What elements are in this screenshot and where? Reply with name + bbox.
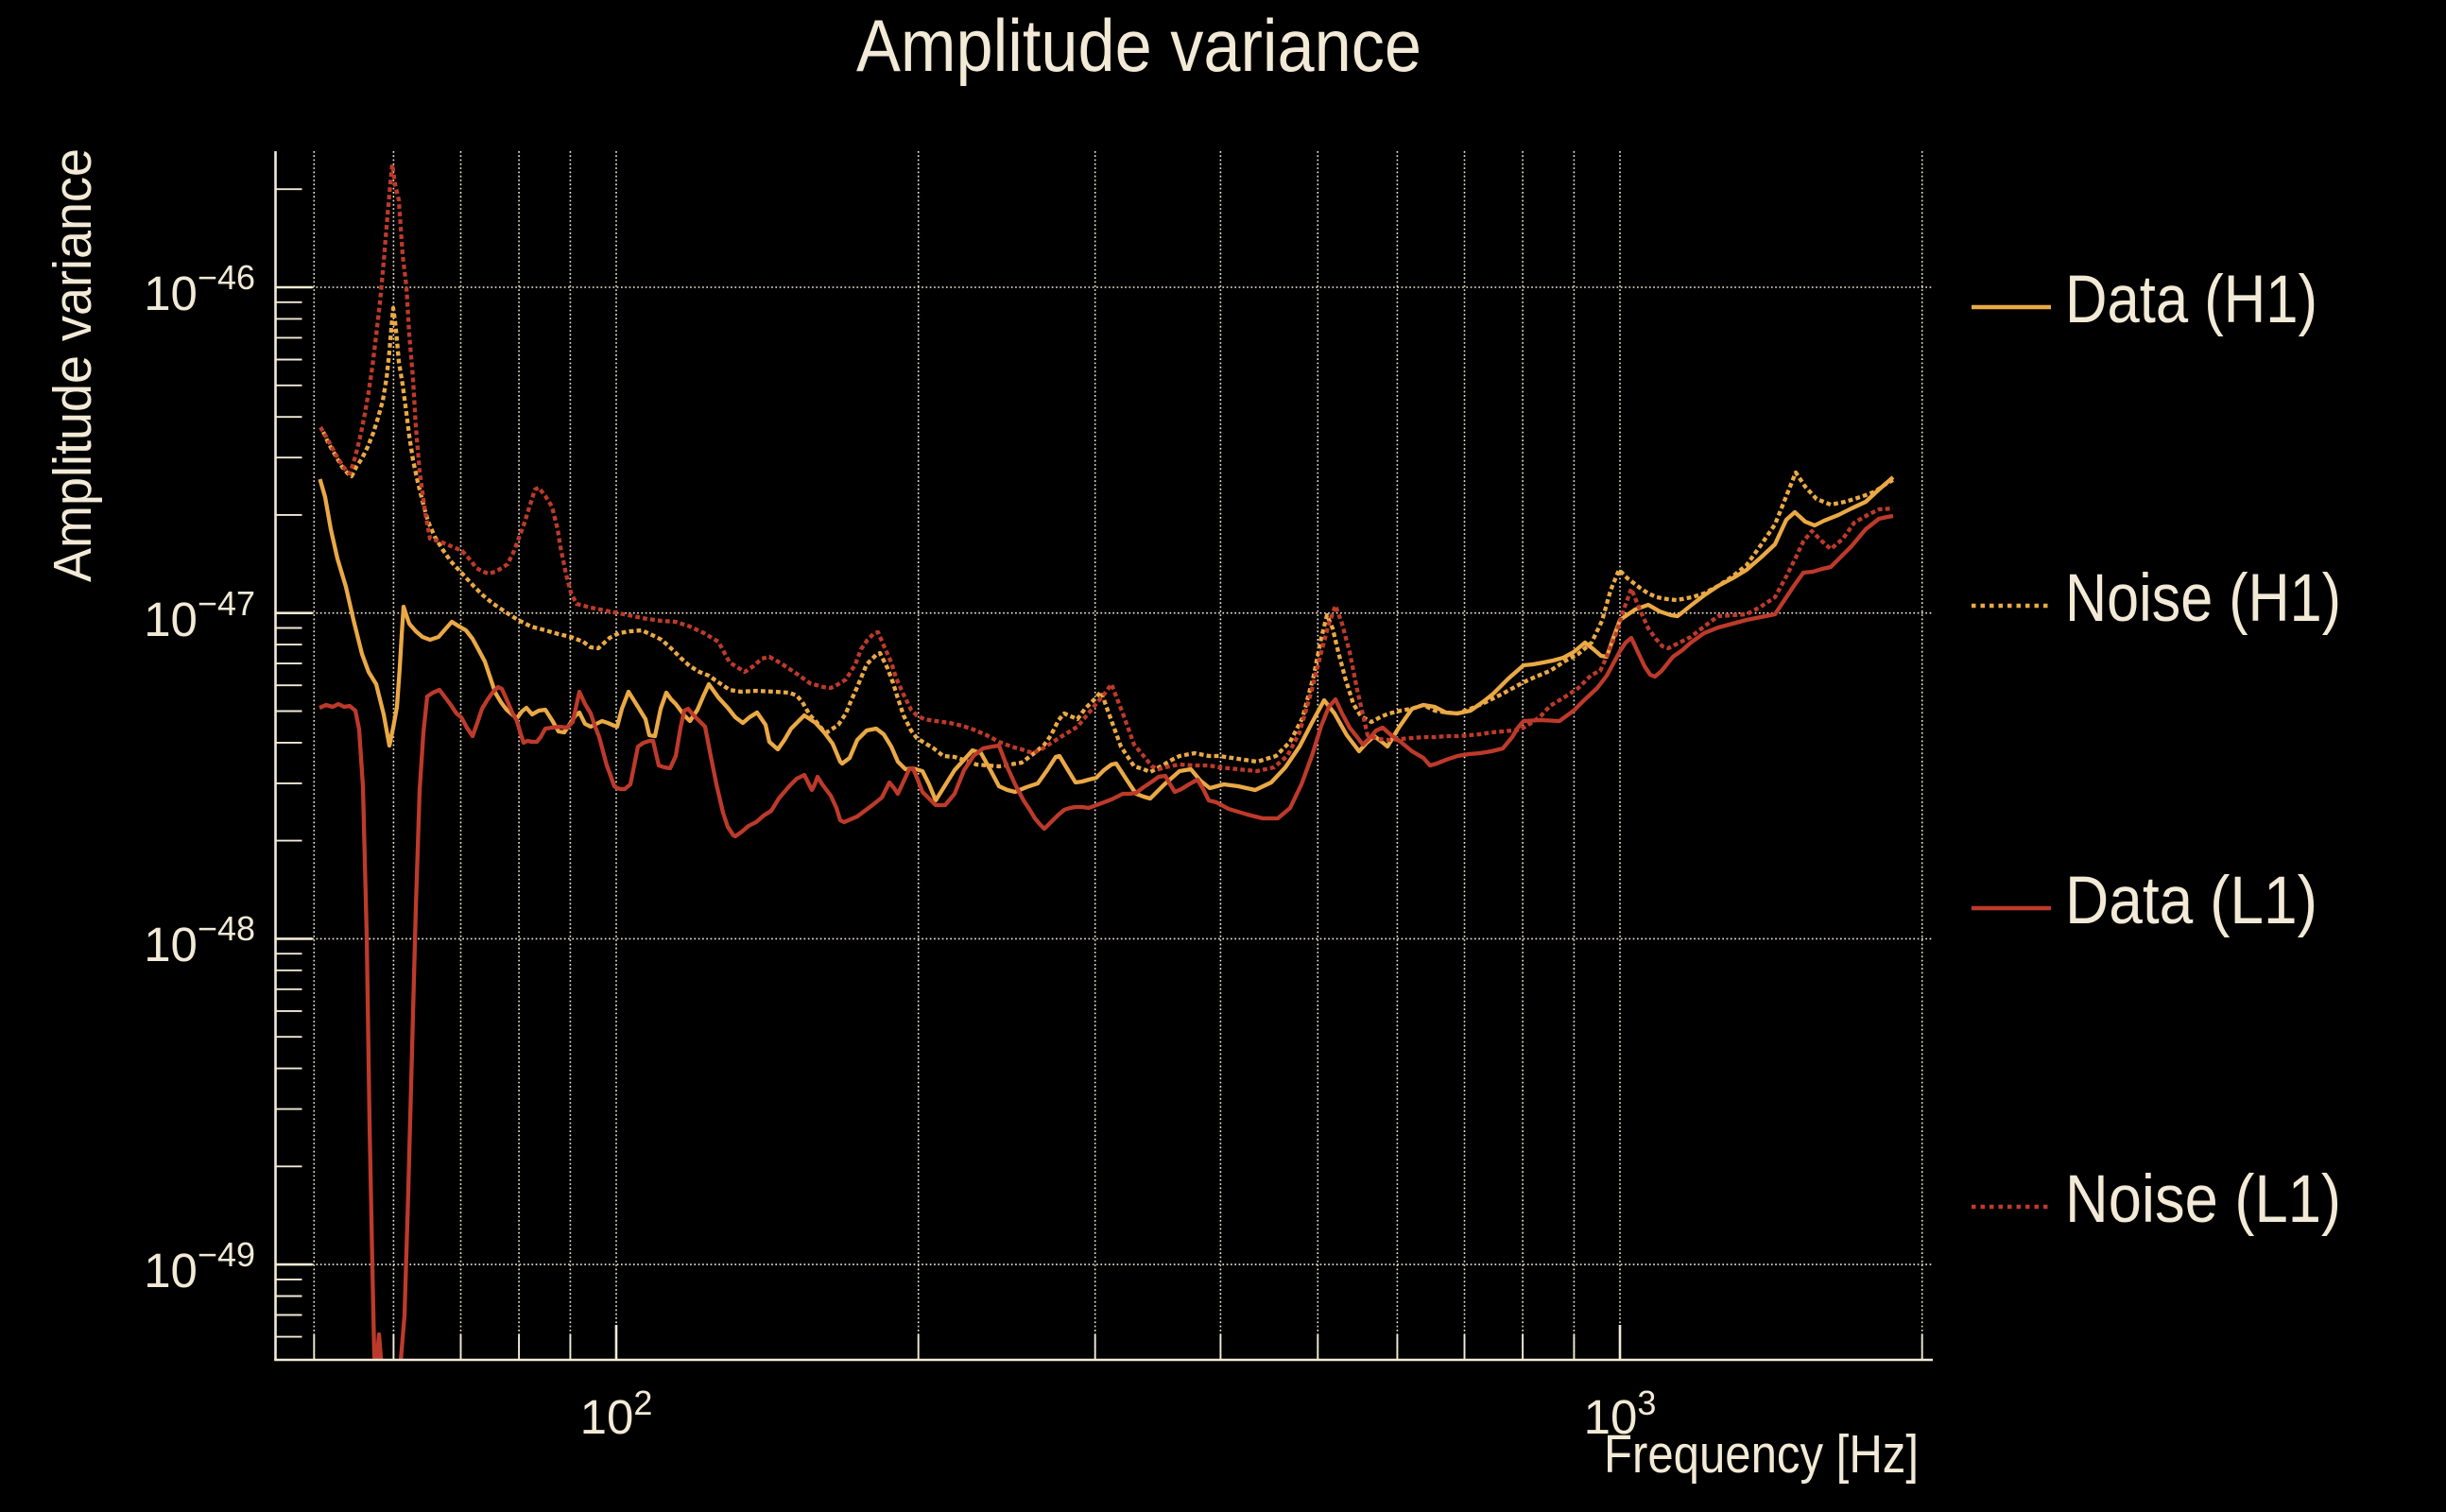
svg-text:Frequency [Hz]: Frequency [Hz] (1604, 1424, 1919, 1485)
svg-text:Noise (L1): Noise (L1) (2065, 1162, 2341, 1237)
svg-text:Amplitude variance: Amplitude variance (856, 4, 1421, 87)
svg-text:103: 103 (1584, 1383, 1657, 1444)
svg-text:Data (H1): Data (H1) (2065, 263, 2317, 337)
svg-text:Amplitude variance: Amplitude variance (43, 148, 103, 582)
svg-text:Data (L1): Data (L1) (2065, 864, 2317, 938)
svg-text:Noise (H1): Noise (H1) (2065, 561, 2341, 636)
